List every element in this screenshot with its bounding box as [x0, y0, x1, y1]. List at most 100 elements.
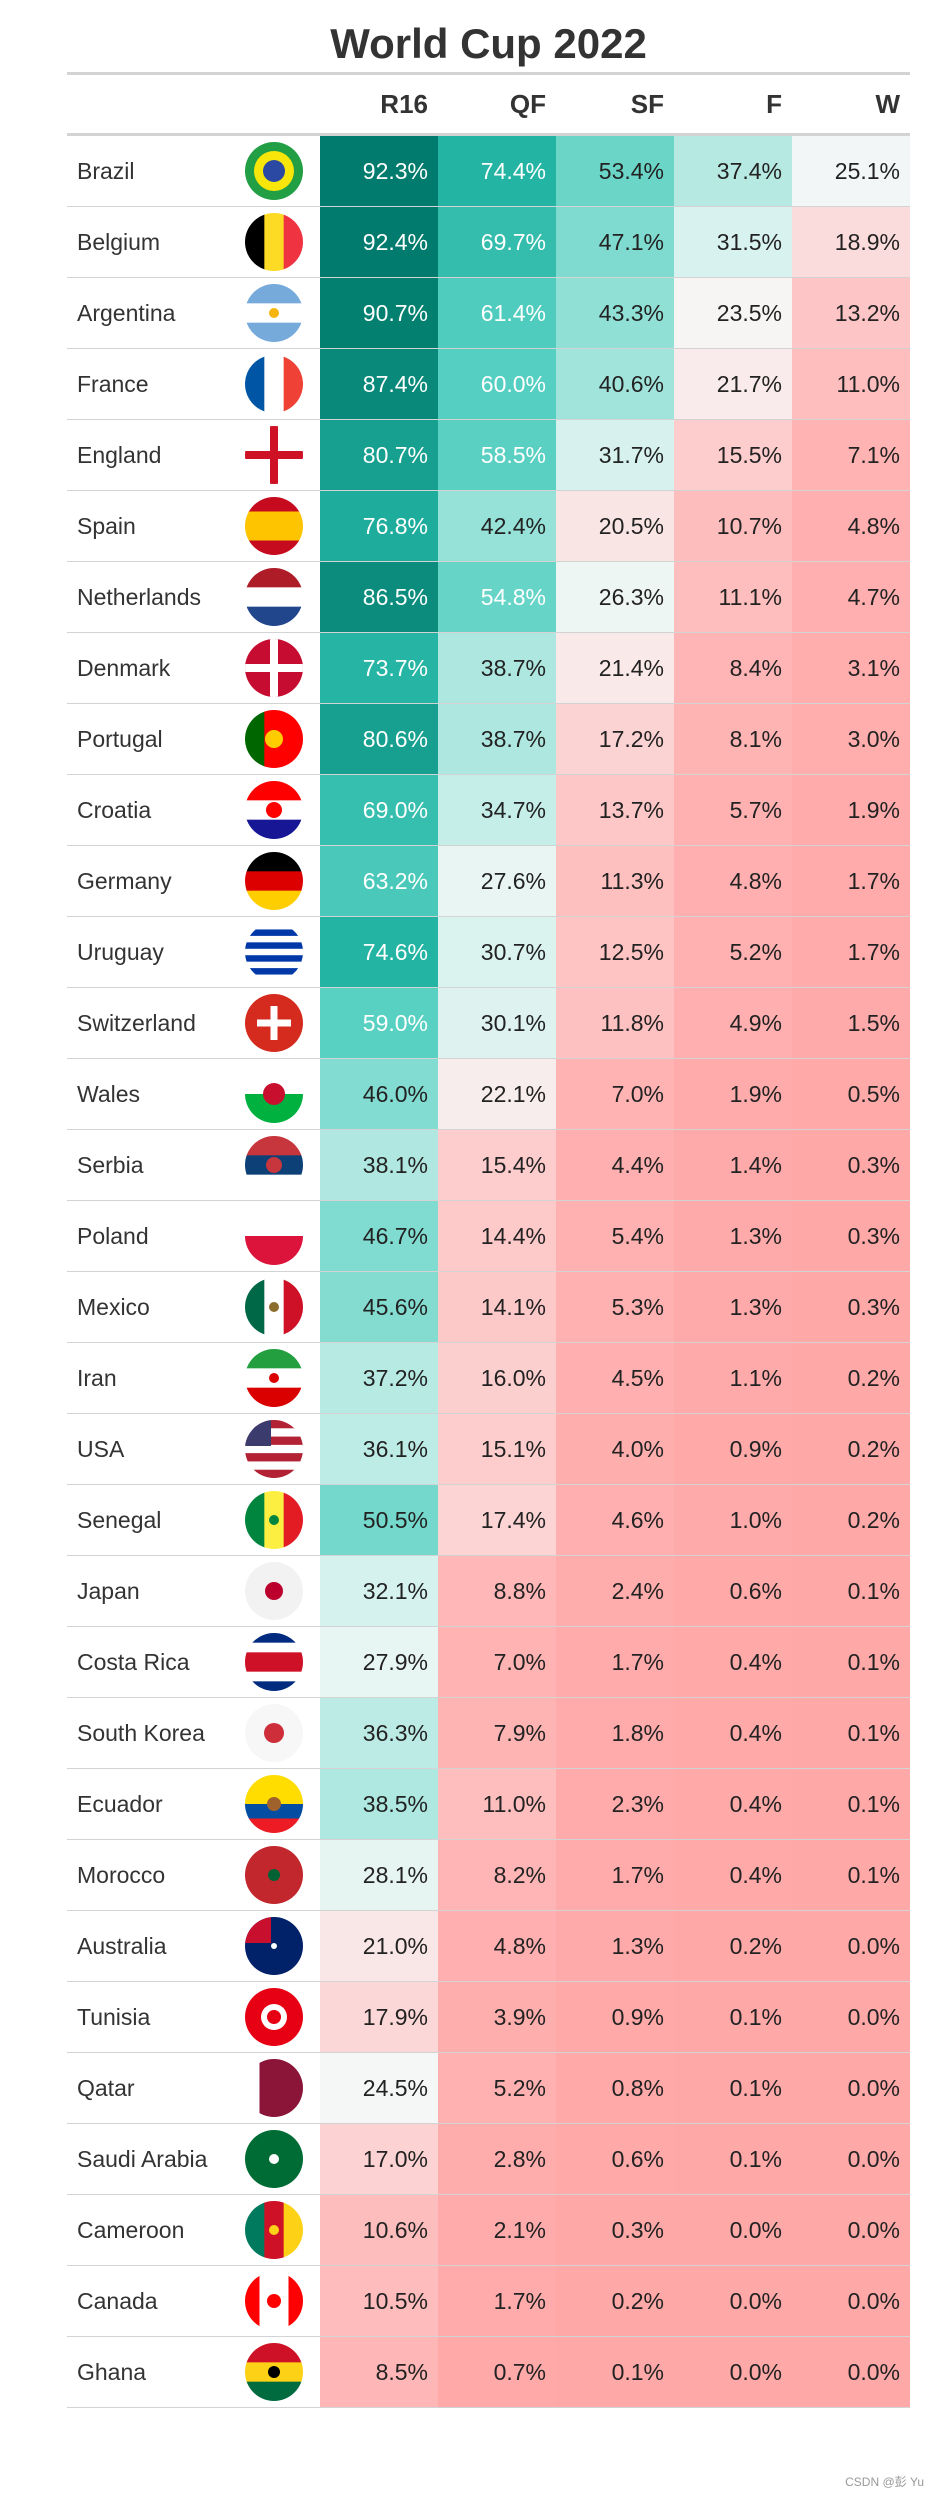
- probability-cell: 17.4%: [438, 1485, 556, 1555]
- probability-cell: 28.1%: [320, 1840, 438, 1910]
- flag: [244, 1988, 303, 2046]
- flag-cell: [227, 633, 320, 703]
- flag-part: [244, 710, 265, 768]
- flag-part: [244, 511, 303, 527]
- probability-cell: 1.8%: [556, 1698, 674, 1768]
- flag: [244, 1349, 303, 1407]
- flag: [244, 1633, 303, 1691]
- flag-part: [244, 1420, 271, 1446]
- flag: [244, 710, 303, 768]
- flag-cell: [227, 2337, 320, 2407]
- probability-cell: 2.8%: [438, 2124, 556, 2194]
- flag: [244, 1065, 303, 1123]
- probability-cell: 0.9%: [674, 1414, 792, 1484]
- probability-cell: 0.6%: [674, 1556, 792, 1626]
- probability-cell: 31.7%: [556, 420, 674, 490]
- flag-part: [244, 1278, 265, 1336]
- country-name: Iran: [77, 1364, 117, 1391]
- table-row: Cameroon 10.6% 2.1% 0.3% 0.0% 0.0%: [67, 2195, 910, 2266]
- flag-part: [244, 935, 303, 943]
- flag-part: [244, 2272, 303, 2330]
- probability-cell: 38.7%: [438, 704, 556, 774]
- flag-part: [244, 1453, 303, 1462]
- probability-cell: 0.0%: [792, 1911, 910, 1981]
- flag-part: [262, 160, 285, 182]
- flag-part: [244, 1917, 303, 1975]
- probability-cell: 7.1%: [792, 420, 910, 490]
- probability-cell: 0.0%: [674, 2266, 792, 2336]
- flag-cell: [227, 1343, 320, 1413]
- probability-cell: 14.4%: [438, 1201, 556, 1271]
- probability-cell: 87.4%: [320, 349, 438, 419]
- flag-part: [244, 781, 303, 801]
- table-row: Croatia 69.0% 34.7% 13.7% 5.7% 1.9%: [67, 775, 910, 846]
- table-row: Japan 32.1% 8.8% 2.4% 0.6% 0.1%: [67, 1556, 910, 1627]
- probability-cell: 1.7%: [556, 1627, 674, 1697]
- flag-part: [283, 1278, 303, 1336]
- table-row: Costa Rica 27.9% 7.0% 1.7% 0.4% 0.1%: [67, 1627, 910, 1698]
- probability-cell: 46.7%: [320, 1201, 438, 1271]
- flag-part: [244, 1444, 303, 1454]
- probability-cell: 0.0%: [674, 2337, 792, 2407]
- probability-cell: 0.0%: [674, 2195, 792, 2265]
- flag-part: [244, 1846, 303, 1904]
- probability-cell: 1.3%: [674, 1272, 792, 1342]
- probability-cell: 40.6%: [556, 349, 674, 419]
- flag-part: [244, 1652, 303, 1663]
- probability-cell: 54.8%: [438, 562, 556, 632]
- probability-cell: 63.2%: [320, 846, 438, 916]
- probability-cell: 0.3%: [556, 2195, 674, 2265]
- country-name: Poland: [77, 1222, 149, 1249]
- table-row: USA 36.1% 15.1% 4.0% 0.9% 0.2%: [67, 1414, 910, 1485]
- probability-cell: 1.0%: [674, 1485, 792, 1555]
- table-row: Mexico 45.6% 14.1% 5.3% 1.3% 0.3%: [67, 1272, 910, 1343]
- probability-cell: 27.6%: [438, 846, 556, 916]
- probability-cell: 0.1%: [674, 2053, 792, 2123]
- probability-cell: 0.0%: [792, 2124, 910, 2194]
- probability-cell: 4.8%: [674, 846, 792, 916]
- flag-part: [270, 1943, 277, 1949]
- country-cell: USA: [67, 1414, 227, 1484]
- table-row: Spain 76.8% 42.4% 20.5% 10.7% 4.8%: [67, 491, 910, 562]
- flag-cell: [227, 1698, 320, 1768]
- flag-part: [268, 1302, 279, 1312]
- country-cell: Australia: [67, 1911, 227, 1981]
- flag-part: [244, 1775, 303, 1833]
- flag-part: [244, 213, 303, 271]
- probability-cell: 58.5%: [438, 420, 556, 490]
- flag-cell: [227, 207, 320, 277]
- flag-cell: [227, 491, 320, 561]
- probability-cell: 30.7%: [438, 917, 556, 987]
- probability-cell: 36.1%: [320, 1414, 438, 1484]
- country-name: Brazil: [77, 157, 135, 184]
- table-row: Tunisia 17.9% 3.9% 0.9% 0.1% 0.0%: [67, 1982, 910, 2053]
- probability-cell: 1.3%: [556, 1911, 674, 1981]
- probability-cell: 38.5%: [320, 1769, 438, 1839]
- country-name: Costa Rica: [77, 1648, 190, 1675]
- probability-cell: 8.1%: [674, 704, 792, 774]
- flag-cell: [227, 846, 320, 916]
- flag-part: [268, 308, 279, 318]
- flag-part: [244, 871, 303, 892]
- probability-cell: 73.7%: [320, 633, 438, 703]
- flag-part: [244, 568, 303, 626]
- probability-cell: 7.9%: [438, 1698, 556, 1768]
- flag-cell: [227, 704, 320, 774]
- flag: [244, 2059, 303, 2117]
- flag-part: [244, 284, 303, 304]
- table-row: Germany 63.2% 27.6% 11.3% 4.8% 1.7%: [67, 846, 910, 917]
- probability-cell: 0.2%: [792, 1414, 910, 1484]
- country-name: South Korea: [77, 1719, 205, 1746]
- flag-part: [244, 1562, 303, 1620]
- table-row: Iran 37.2% 16.0% 4.5% 1.1% 0.2%: [67, 1343, 910, 1414]
- flag-part: [266, 2294, 281, 2308]
- country-cell: Poland: [67, 1201, 227, 1271]
- flag-part: [244, 1681, 303, 1691]
- country-cell: Netherlands: [67, 562, 227, 632]
- probability-cell: 5.7%: [674, 775, 792, 845]
- country-cell: Denmark: [67, 633, 227, 703]
- country-name: Ecuador: [77, 1790, 163, 1817]
- probability-cell: 0.4%: [674, 1627, 792, 1697]
- table-row: Poland 46.7% 14.4% 5.4% 1.3% 0.3%: [67, 1201, 910, 1272]
- probability-cell: 13.2%: [792, 278, 910, 348]
